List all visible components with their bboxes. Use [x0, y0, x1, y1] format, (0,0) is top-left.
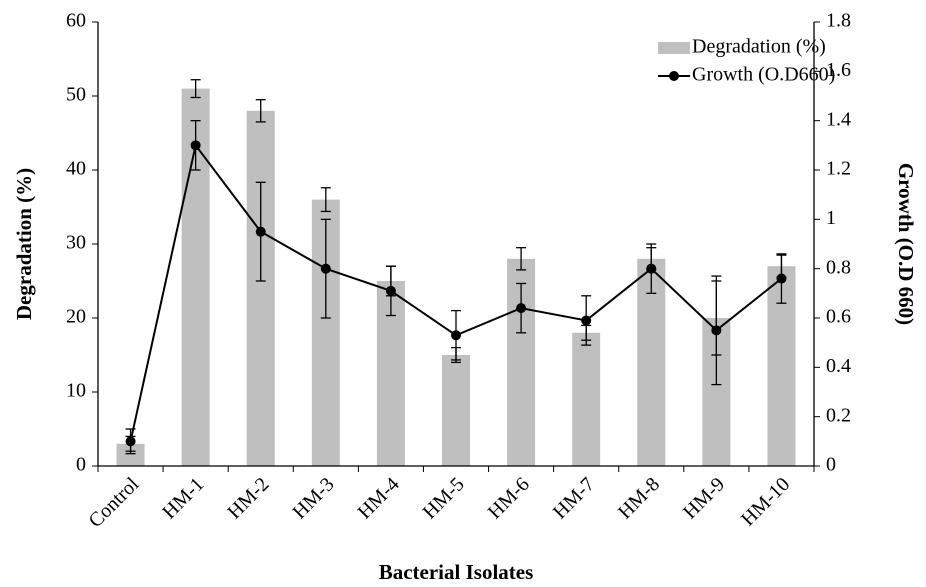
error-bar — [320, 187, 331, 213]
x-tick-label: HM-4 — [354, 473, 404, 523]
y-tick-label: 20 — [66, 306, 86, 328]
bar — [246, 110, 275, 467]
x-tick-label: HM-1 — [158, 473, 208, 523]
point — [711, 325, 722, 336]
x-tick-label: HM-6 — [484, 473, 534, 523]
legend-label: Growth (O.D660) — [692, 64, 835, 86]
bar — [572, 332, 601, 466]
x-tick-label: HM-2 — [223, 473, 273, 523]
y-tick-label: 60 — [66, 10, 86, 32]
y-tick-label: 40 — [66, 158, 86, 180]
y2-tick-label: 0.6 — [826, 306, 851, 328]
y2-tick-label: 1 — [826, 207, 836, 229]
y2-tick-label: 0 — [826, 454, 836, 476]
bar — [116, 443, 145, 466]
error-bar — [255, 99, 266, 123]
point — [451, 330, 461, 341]
x-tick-label: HM-10 — [737, 473, 794, 530]
y-tick-label: 0 — [76, 454, 86, 476]
point — [646, 263, 657, 274]
y2-tick-label: 0.4 — [826, 355, 851, 377]
x-tick-label: HM-3 — [288, 473, 338, 523]
legend-label: Degradation (%) — [692, 36, 826, 58]
y2-tick-label: 1.8 — [826, 10, 851, 32]
point — [320, 263, 331, 274]
point — [581, 315, 592, 326]
x-tick-label: Control — [85, 473, 144, 532]
legend-marker — [669, 71, 679, 81]
point — [516, 303, 527, 314]
y2-tick-label: 1.2 — [826, 158, 851, 180]
y2-tick-label: 0.8 — [826, 256, 851, 278]
error-bar — [516, 247, 527, 271]
bar — [442, 355, 470, 466]
y-tick-label: 50 — [66, 84, 86, 106]
x-tick-label: HM-9 — [679, 473, 729, 523]
x-axis-label: Bacterial Isolates — [379, 560, 534, 584]
y2-axis-label: Growth (O.D 660) — [894, 163, 918, 325]
x-tick-label: HM-7 — [549, 473, 599, 523]
y-tick-label: 30 — [66, 232, 86, 254]
y2-tick-label: 1.4 — [826, 108, 851, 130]
point — [385, 285, 396, 296]
y2-tick-label: 0.2 — [826, 404, 851, 426]
point — [776, 273, 787, 284]
legend-swatch — [658, 42, 690, 54]
point — [190, 140, 201, 151]
point — [125, 436, 136, 447]
error-bar — [190, 79, 201, 99]
y2-tick-label: 1.6 — [826, 59, 851, 81]
y-tick-label: 10 — [66, 380, 86, 402]
x-tick-label: HM-5 — [419, 473, 469, 523]
point — [255, 226, 266, 237]
y-axis-label: Degradation (%) — [12, 168, 36, 320]
x-tick-label: HM-8 — [614, 473, 664, 523]
